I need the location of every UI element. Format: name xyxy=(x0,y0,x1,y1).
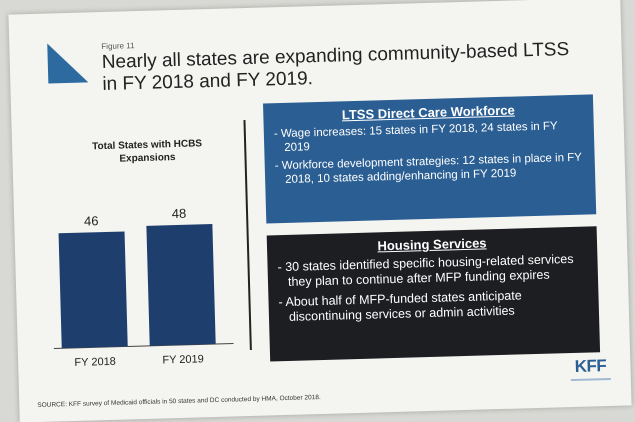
slide-title: Nearly all states are expanding communit… xyxy=(101,38,570,96)
data-label: 48 xyxy=(172,206,187,221)
workforce-panel: LTSS Direct Care Workforce Wage increase… xyxy=(263,94,597,224)
source-note: SOURCE: KFF survey of Medicaid officials… xyxy=(37,394,321,409)
category-label: FY 2019 xyxy=(162,353,204,366)
chart-title: Total States with HCBS Expansions xyxy=(92,138,203,165)
bar-fy-2018 xyxy=(58,231,128,349)
workforce-item: Workforce development strategies: 12 sta… xyxy=(275,152,586,188)
housing-item: About half of MFP-funded states anticipa… xyxy=(278,287,589,326)
bar-fy-2019 xyxy=(146,224,216,346)
logo-subline xyxy=(570,377,611,382)
logo-text: KFF xyxy=(574,356,607,376)
workforce-item: Wage increases: 15 states in FY 2018, 24… xyxy=(274,120,585,156)
bar-chart: 46 FY 2018 48 FY 2019 xyxy=(53,206,234,369)
category-label: FY 2018 xyxy=(74,356,116,369)
accent-triangle xyxy=(47,42,89,84)
housing-panel: Housing Services 30 states identified sp… xyxy=(266,226,601,362)
divider xyxy=(243,120,252,351)
data-label: 46 xyxy=(84,213,99,228)
kff-logo: KFF xyxy=(566,356,615,383)
figure-label: Figure 11 xyxy=(101,41,135,52)
slide: Figure 11 Nearly all states are expandin… xyxy=(8,0,632,422)
housing-item: 30 states identified specific housing-re… xyxy=(277,252,588,291)
